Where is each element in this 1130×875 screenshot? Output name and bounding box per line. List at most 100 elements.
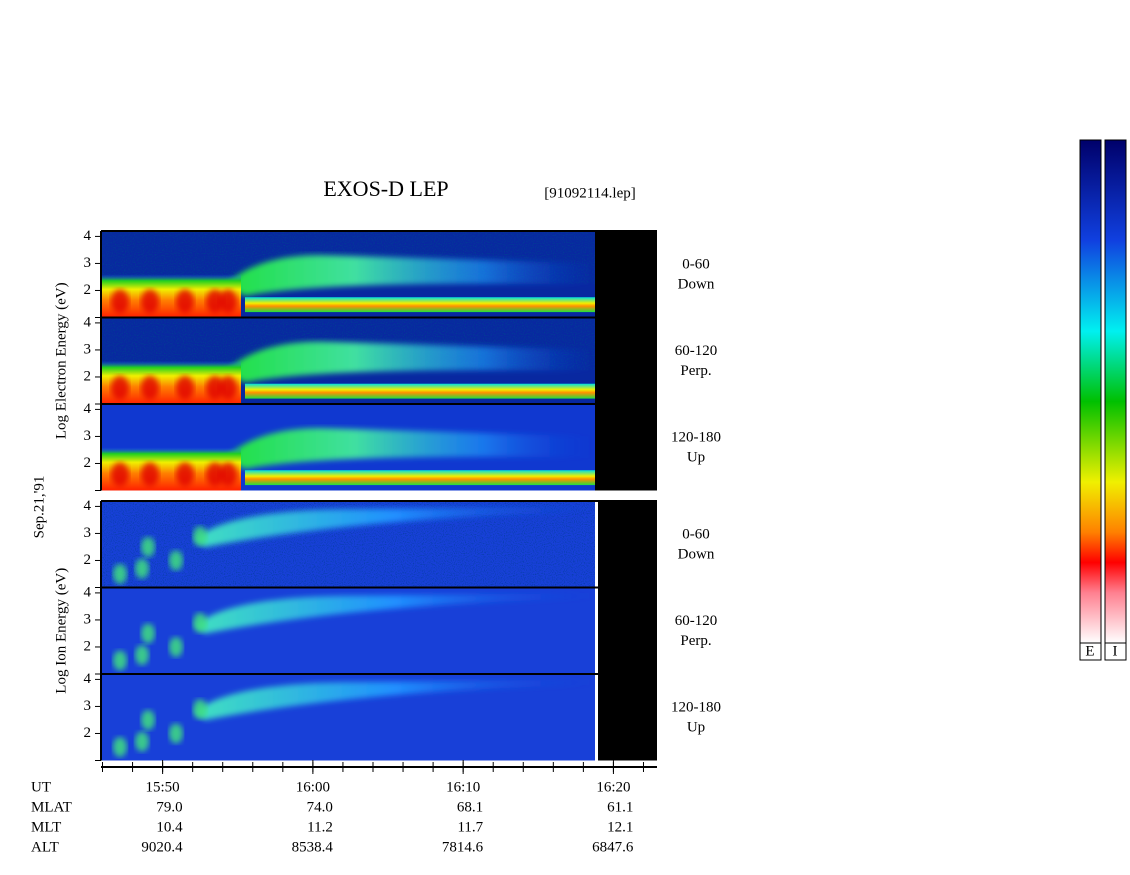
- blob: [219, 462, 237, 487]
- y-tick-label: 3: [84, 428, 92, 444]
- blob: [141, 623, 155, 644]
- panel-label: Perp.: [680, 633, 711, 649]
- colorbar-label: E: [1085, 643, 1094, 659]
- colorbar: [1104, 139, 1127, 644]
- blob: [135, 558, 149, 579]
- no-data: [595, 231, 657, 318]
- y-tick-label: 2: [84, 455, 92, 471]
- blob: [141, 289, 159, 314]
- ephemeris-value: 6847.6: [592, 839, 634, 855]
- blob: [176, 375, 194, 400]
- ephemeris-value: 61.1: [607, 799, 633, 815]
- blob: [193, 699, 207, 720]
- y-tick-label: 2: [84, 638, 92, 654]
- spectrogram: [101, 231, 595, 318]
- ephemeris-value: 11.7: [457, 819, 483, 835]
- colorbar-label: I: [1113, 643, 1118, 659]
- blob: [135, 645, 149, 666]
- panel-label: 120-180: [671, 699, 721, 715]
- blob: [206, 289, 224, 314]
- band: [245, 297, 595, 313]
- ephemeris-value: 9020.4: [141, 839, 183, 855]
- y-tick-label: 2: [84, 725, 92, 741]
- x-tick-label: 16:10: [446, 779, 480, 795]
- panel-label: 120-180: [671, 429, 721, 445]
- y-tick-label: 4: [84, 584, 92, 600]
- y-tick-label: 2: [84, 282, 92, 298]
- y-tick-label: 4: [84, 498, 92, 514]
- arc: [225, 428, 595, 469]
- ephemeris-value: 12.1: [607, 819, 633, 835]
- colorbar: [1079, 139, 1102, 644]
- blob: [113, 563, 127, 584]
- ephemeris-name: MLT: [31, 819, 61, 835]
- ephemeris-name: ALT: [31, 839, 59, 855]
- x-tick-label: 16:00: [296, 779, 330, 795]
- y-tick-label: 4: [84, 314, 92, 330]
- spectrogram: [101, 674, 595, 761]
- no-data: [595, 404, 657, 491]
- ephemeris-value: 10.4: [156, 819, 183, 835]
- ephemeris-value: 11.2: [307, 819, 333, 835]
- y-tick-label: 3: [84, 341, 92, 357]
- blob: [135, 731, 149, 752]
- panel-label: 60-120: [675, 613, 718, 629]
- y-tick-label: 3: [84, 255, 92, 271]
- colorbar-label-box: [1079, 642, 1102, 661]
- blob: [219, 289, 237, 314]
- ephemeris-value: 74.0: [307, 799, 333, 815]
- blob: [176, 289, 194, 314]
- spectrogram: [101, 501, 595, 588]
- blob: [193, 526, 207, 547]
- band: [245, 383, 595, 399]
- blob: [169, 723, 183, 744]
- blob: [141, 375, 159, 400]
- spectrogram: [101, 317, 595, 404]
- blob: [113, 736, 127, 757]
- ephemeris-value: 7814.6: [442, 839, 484, 855]
- no-data: [595, 317, 657, 404]
- ephemeris-name: MLAT: [31, 799, 72, 815]
- arc: [225, 341, 595, 383]
- band: [245, 470, 595, 486]
- ephemeris-value: 68.1: [457, 799, 483, 815]
- blob: [113, 650, 127, 671]
- panel-label: Up: [687, 449, 705, 465]
- ephemeris-name: UT: [31, 779, 51, 795]
- y-tick-label: 4: [84, 401, 92, 417]
- x-tick-label: 15:50: [146, 779, 180, 795]
- blob: [169, 550, 183, 571]
- blob: [176, 462, 194, 487]
- panel-label: 0-60: [682, 256, 710, 272]
- arc: [225, 255, 595, 296]
- y-axis-label: Log Ion Energy (eV): [53, 568, 69, 694]
- file-label: [91092114.lep]: [544, 185, 636, 201]
- y-tick-label: 2: [84, 368, 92, 384]
- blob: [169, 636, 183, 657]
- y-tick-label: 2: [84, 552, 92, 568]
- blob: [141, 462, 159, 487]
- y-tick-label: 4: [84, 671, 92, 687]
- colorbar-label-box: [1104, 642, 1127, 661]
- date-label: Sep.21,'91: [31, 476, 47, 539]
- blob: [111, 462, 129, 487]
- x-tick-label: 16:20: [596, 779, 630, 795]
- y-tick-label: 3: [84, 525, 92, 541]
- blob: [206, 462, 224, 487]
- blob: [193, 612, 207, 633]
- blob: [111, 289, 129, 314]
- panel-label: Up: [687, 719, 705, 735]
- arc: [195, 506, 595, 547]
- y-tick-label: 3: [84, 611, 92, 627]
- blob: [219, 375, 237, 400]
- panel-label: 60-120: [675, 343, 718, 359]
- chart-title: EXOS-D LEP: [323, 176, 448, 201]
- no-data: [598, 674, 657, 761]
- spectrogram: [101, 587, 595, 674]
- y-axis-label: Log Electron Energy (eV): [53, 282, 69, 439]
- ephemeris-value: 79.0: [156, 799, 182, 815]
- y-tick-label: 3: [84, 698, 92, 714]
- no-data: [598, 587, 657, 674]
- spectrogram: [101, 404, 595, 491]
